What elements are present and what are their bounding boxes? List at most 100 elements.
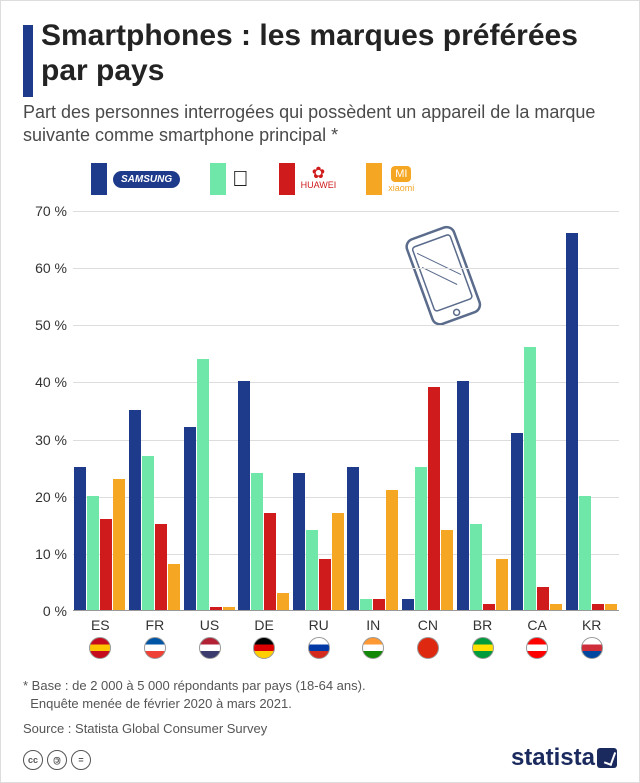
legend-item-xiaomi: MIxiaomi xyxy=(366,163,414,195)
phone-icon xyxy=(373,219,523,329)
x-label: CA xyxy=(511,617,563,659)
gridline xyxy=(73,268,619,269)
flag-icon xyxy=(199,637,221,659)
bar xyxy=(293,473,305,610)
bar xyxy=(415,467,427,610)
bar xyxy=(470,524,482,610)
x-label: CN xyxy=(402,617,454,659)
flag-icon xyxy=(581,637,603,659)
chart-container: Smartphones : les marques préférées par … xyxy=(0,0,640,783)
brand-text: statista xyxy=(511,744,595,772)
x-label: FR xyxy=(129,617,181,659)
bar xyxy=(524,347,536,610)
chart-area: 0 %10 %20 %30 %40 %50 %60 %70 % ESFRUSDE… xyxy=(23,211,619,641)
bar xyxy=(87,496,99,610)
footnote-line1: * Base : de 2 000 à 5 000 répondants par… xyxy=(23,678,366,693)
flag-icon xyxy=(144,637,166,659)
bar xyxy=(457,381,469,610)
y-tick-label: 30 % xyxy=(35,432,67,448)
bar xyxy=(277,593,289,610)
bar xyxy=(592,604,604,610)
flag-icon xyxy=(417,637,439,659)
chart-title: Smartphones : les marques préférées par … xyxy=(41,19,601,88)
bar-group xyxy=(238,381,290,610)
bar xyxy=(360,599,372,610)
gridline xyxy=(73,211,619,212)
legend-swatch xyxy=(279,163,295,195)
flag-icon xyxy=(472,637,494,659)
legend-item-samsung: SAMSUNG xyxy=(91,163,180,195)
bar xyxy=(347,467,359,610)
y-tick-label: 40 % xyxy=(35,374,67,390)
bar xyxy=(238,381,250,610)
y-tick-label: 20 % xyxy=(35,489,67,505)
bar-group xyxy=(184,359,236,610)
x-label: US xyxy=(184,617,236,659)
legend-swatch xyxy=(91,163,107,195)
x-axis-labels: ESFRUSDERUINCNBRCAKR xyxy=(73,617,619,667)
bar-group xyxy=(293,473,345,610)
x-label: ES xyxy=(74,617,126,659)
y-tick-label: 0 % xyxy=(43,603,67,619)
bar xyxy=(155,524,167,610)
bar-group xyxy=(457,381,509,610)
bar-group xyxy=(129,410,181,610)
flag-icon xyxy=(526,637,548,659)
bar xyxy=(496,559,508,610)
samsung-logo-icon: SAMSUNG xyxy=(113,171,180,188)
bar xyxy=(142,456,154,610)
xiaomi-logo-icon: MIxiaomi xyxy=(388,166,414,193)
x-label: KR xyxy=(566,617,618,659)
huawei-logo-icon: ✿HUAWEI xyxy=(301,168,337,191)
bar xyxy=(264,513,276,610)
license-icons: cc 🄯 = xyxy=(23,750,91,770)
bar xyxy=(605,604,617,610)
statista-logo: statista xyxy=(511,744,617,772)
legend: SAMSUNG  ✿HUAWEI MIxiaomi xyxy=(91,163,414,195)
plot-area xyxy=(73,211,619,611)
gridline xyxy=(73,325,619,326)
bar-group xyxy=(402,387,454,610)
bar xyxy=(306,530,318,610)
bar xyxy=(251,473,263,610)
bar xyxy=(197,359,209,610)
y-axis: 0 %10 %20 %30 %40 %50 %60 %70 % xyxy=(23,211,73,611)
cc-icon: cc xyxy=(23,750,43,770)
bar xyxy=(386,490,398,610)
bar-group xyxy=(511,347,563,610)
apple-logo-icon:  xyxy=(232,166,249,192)
bar xyxy=(579,496,591,610)
bar xyxy=(168,564,180,610)
legend-swatch xyxy=(366,163,382,195)
accent-bar xyxy=(23,25,33,97)
flag-icon xyxy=(308,637,330,659)
bar xyxy=(184,427,196,610)
bar xyxy=(402,599,414,610)
y-tick-label: 60 % xyxy=(35,260,67,276)
bar xyxy=(319,559,331,610)
source-text: Source : Statista Global Consumer Survey xyxy=(23,721,267,736)
bar-group xyxy=(566,233,618,610)
y-tick-label: 10 % xyxy=(35,546,67,562)
bar xyxy=(483,604,495,610)
bar xyxy=(129,410,141,610)
legend-swatch xyxy=(210,163,226,195)
bar xyxy=(441,530,453,610)
bar xyxy=(428,387,440,610)
y-tick-label: 70 % xyxy=(35,203,67,219)
bar xyxy=(100,519,112,610)
bar xyxy=(113,479,125,610)
brand-mark-icon xyxy=(597,748,617,768)
x-label: BR xyxy=(457,617,509,659)
x-label: IN xyxy=(347,617,399,659)
legend-item-huawei: ✿HUAWEI xyxy=(279,163,337,195)
bar xyxy=(550,604,562,610)
bar-group xyxy=(74,467,126,610)
bar xyxy=(74,467,86,610)
bar xyxy=(223,607,235,610)
flag-icon xyxy=(253,637,275,659)
bar xyxy=(566,233,578,610)
nd-icon: = xyxy=(71,750,91,770)
bar xyxy=(332,513,344,610)
x-label: DE xyxy=(238,617,290,659)
